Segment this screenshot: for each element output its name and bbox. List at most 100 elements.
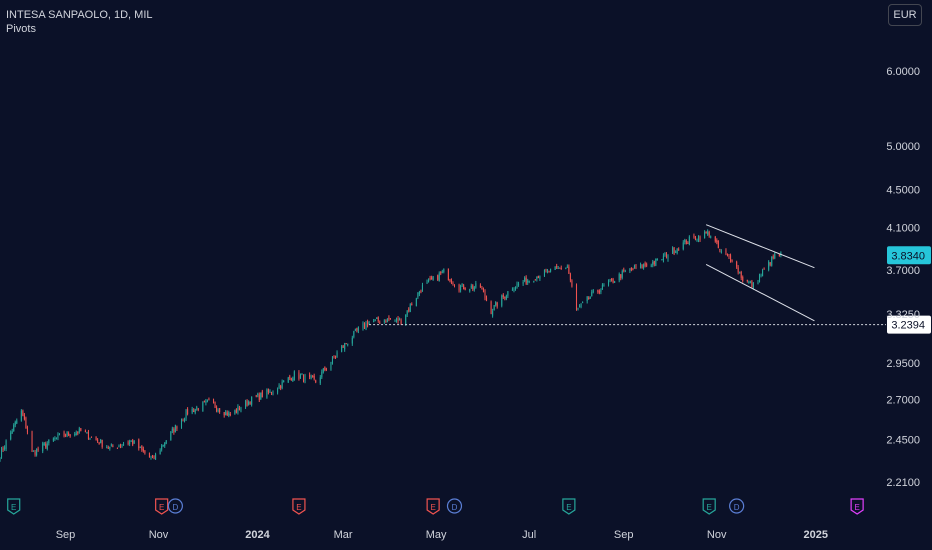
candle-body: [597, 290, 599, 292]
candle-body: [757, 282, 759, 285]
candle-body: [749, 281, 751, 283]
event-marker-label: E: [566, 503, 571, 512]
price-tick-label: 5.0000: [886, 141, 920, 153]
candle-body: [26, 427, 28, 433]
candle-body: [148, 452, 150, 458]
candle-body: [473, 287, 475, 290]
candle-body: [640, 264, 642, 269]
candle-body: [248, 401, 250, 405]
candle-body: [696, 239, 698, 241]
candle-body: [353, 331, 355, 337]
candle-body: [559, 267, 561, 269]
candle-body: [240, 408, 242, 412]
candle-body: [740, 271, 742, 278]
candle-body: [716, 239, 718, 243]
candle-body: [760, 275, 762, 277]
candle-body: [54, 437, 56, 440]
candle-body: [554, 266, 556, 270]
candle-body: [528, 280, 530, 282]
candle-body: [336, 352, 338, 358]
time-tick-label: Sep: [56, 529, 76, 541]
candle-body: [565, 267, 567, 269]
candle-body: [620, 274, 622, 279]
candle-body: [214, 401, 216, 408]
candle-body: [458, 284, 460, 291]
candle-body: [725, 250, 727, 255]
price-tick-label: 2.9500: [886, 358, 920, 370]
candle-body: [571, 280, 573, 287]
candle-body: [107, 447, 109, 449]
candle-body: [144, 450, 146, 454]
candle-body: [752, 282, 754, 288]
candle-body: [714, 236, 716, 242]
candle-body: [386, 318, 388, 322]
candle-body: [443, 269, 445, 273]
candle-body: [635, 265, 637, 268]
candle-body: [397, 318, 399, 322]
candle-body: [345, 343, 347, 345]
candle-body: [513, 289, 515, 291]
candle-body: [546, 270, 549, 272]
candle-body: [432, 276, 434, 281]
candle-body: [267, 389, 269, 392]
candle-body: [662, 255, 664, 261]
currency-button[interactable]: EUR: [888, 4, 922, 26]
dividend-marker: [446, 498, 463, 514]
candle-body: [133, 440, 135, 444]
indicator-label[interactable]: Pivots: [6, 23, 36, 35]
time-tick-label: Sep: [614, 529, 634, 541]
earnings-marker: [426, 498, 440, 515]
candle-body: [208, 399, 210, 401]
candle-body: [112, 445, 114, 447]
candle-body: [42, 443, 44, 452]
candle-body: [330, 362, 332, 370]
candle-body: [377, 317, 379, 322]
candle-body: [450, 279, 452, 283]
candle-body: [607, 281, 610, 285]
candle-body: [2, 447, 4, 451]
candle-body: [501, 295, 503, 306]
chart-overlays: 3.8340 3.2394: [369, 224, 931, 334]
candle-body: [66, 431, 68, 436]
candle-body: [400, 320, 402, 325]
candle-body: [80, 428, 82, 431]
candle-body: [493, 305, 495, 311]
candle-body: [187, 409, 189, 415]
candle-body: [341, 346, 343, 352]
candle-body: [310, 376, 312, 379]
candle-body: [661, 259, 663, 261]
candle-body: [408, 309, 410, 311]
candle-body: [118, 445, 120, 448]
candle-body: [185, 410, 187, 419]
time-tick-label: 2024: [245, 529, 270, 541]
candle-body: [774, 253, 776, 259]
candle-body: [452, 283, 454, 285]
candle-body: [100, 439, 102, 443]
candle-body: [428, 279, 430, 282]
candle-body: [560, 268, 562, 270]
candle-body: [678, 249, 680, 251]
candle-body: [437, 275, 439, 280]
candle-body: [579, 306, 581, 308]
candle-body: [43, 443, 45, 445]
candle-body: [334, 355, 337, 357]
event-marker-label: E: [11, 503, 16, 512]
candle-body: [226, 412, 228, 416]
candle-body: [363, 323, 366, 328]
candle-body: [45, 443, 47, 448]
candle-body: [490, 301, 492, 315]
candle-body: [206, 400, 208, 402]
candle-body: [708, 232, 710, 236]
candle-body: [98, 442, 100, 445]
candle-body: [621, 271, 623, 278]
candle-body: [684, 239, 686, 242]
candle-body: [174, 425, 176, 432]
candle-body: [730, 255, 732, 262]
candle-body: [536, 276, 538, 280]
candle-body: [461, 283, 463, 286]
candle-body: [162, 445, 164, 447]
candle-body: [495, 302, 497, 305]
candlestick-series: [0, 229, 782, 462]
candle-body: [629, 269, 631, 272]
